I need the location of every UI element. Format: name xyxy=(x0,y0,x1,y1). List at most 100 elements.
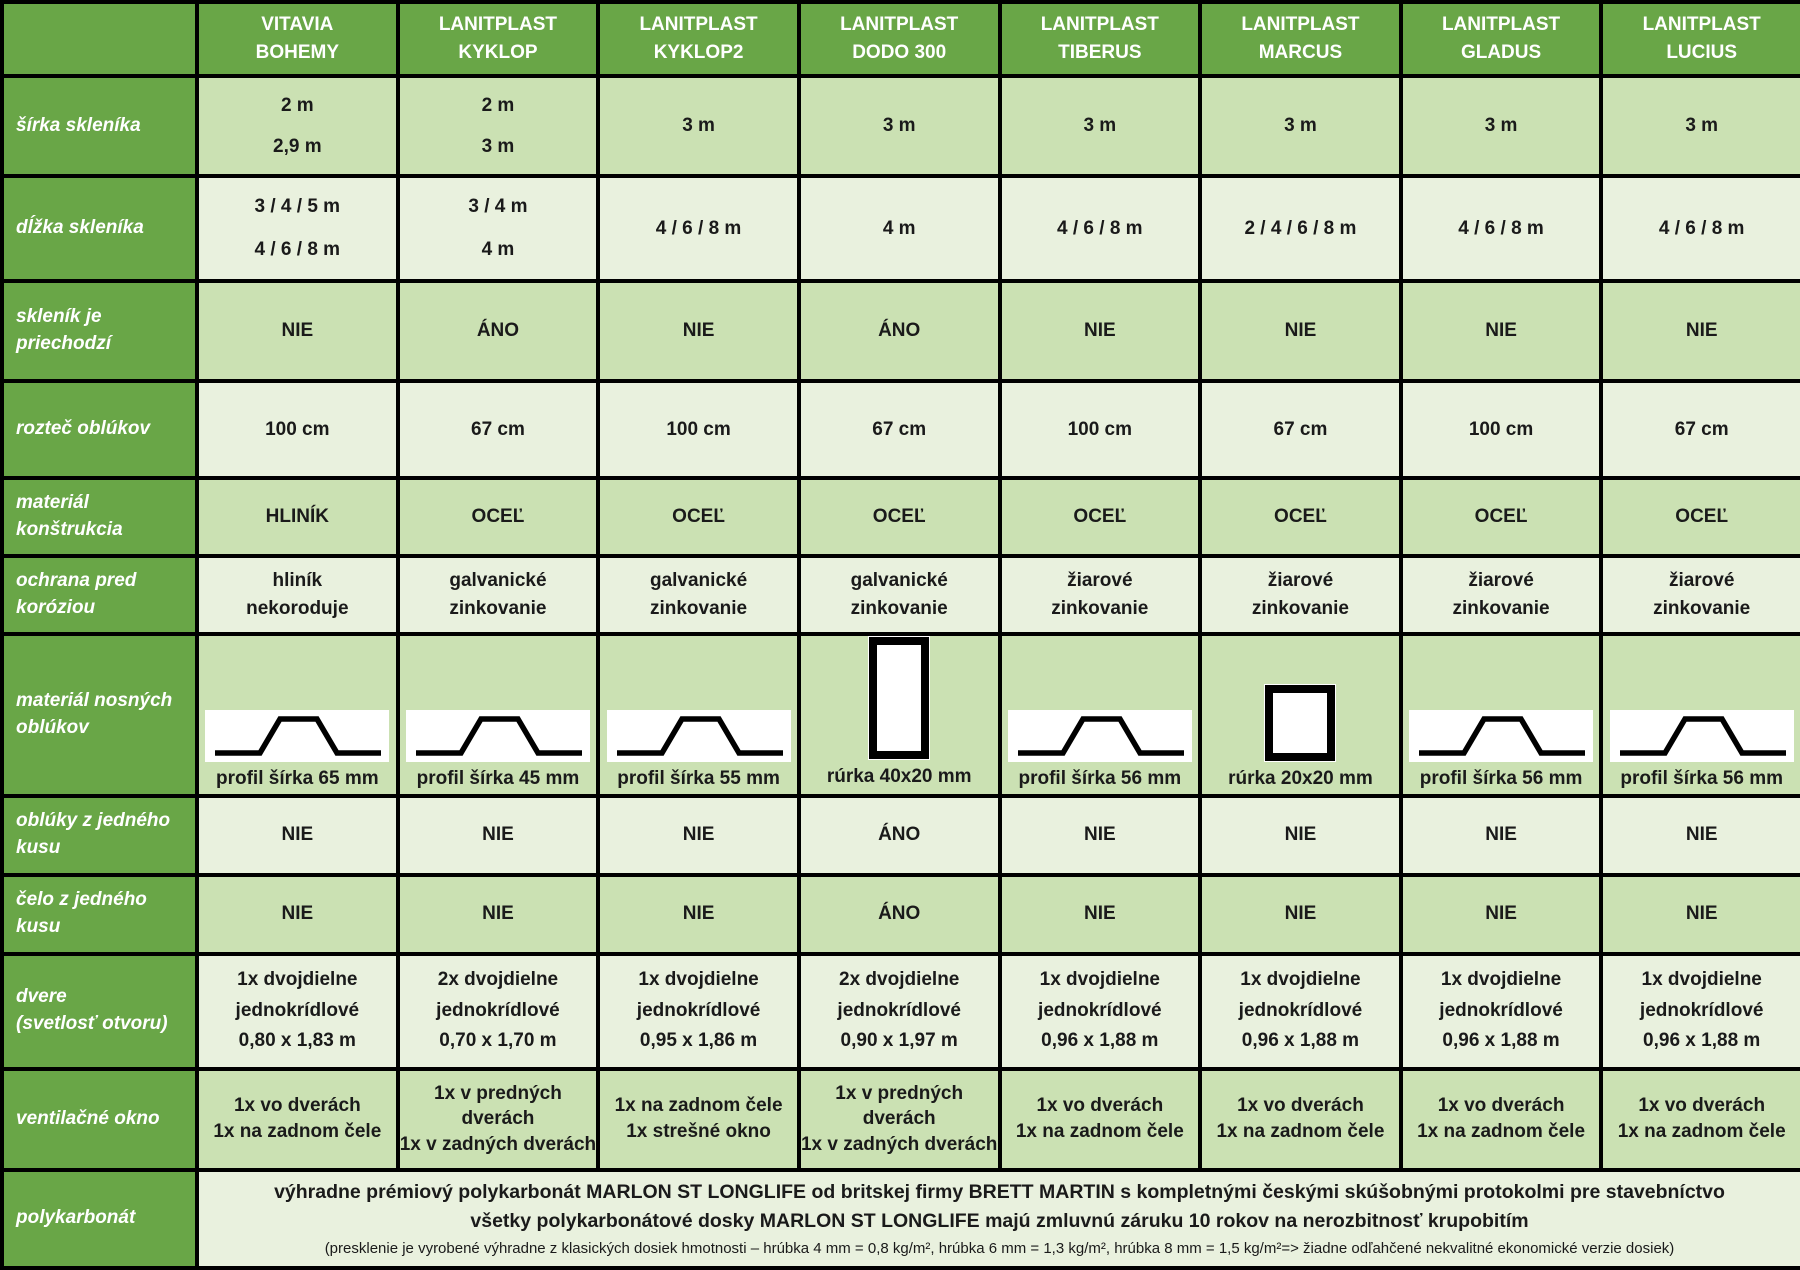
cell-content: rúrka 40x20 mm xyxy=(803,637,996,792)
cell-content: NIE xyxy=(1605,285,1798,377)
cell-content: NIE xyxy=(1003,879,1196,950)
row-label-material-nosnych-oblukov: materiál nosných oblúkov xyxy=(0,632,199,798)
cell-content: 4 / 6 / 8 m xyxy=(1405,180,1598,277)
icon-caption: profil šírka 45 mm xyxy=(416,767,580,789)
cell-line: NIE xyxy=(1485,320,1517,342)
cell-line: 67 cm xyxy=(1674,418,1729,440)
cell-celo-z-jedneho-kusu-lanitplast-dodo-300: ÁNO xyxy=(796,872,1002,956)
table-row-obluky-z-jedneho-kusu: oblúky z jedného kusu NIE NIE NIE ÁNO NIE NIE NI… xyxy=(0,793,1800,877)
cell-line: 1x dvojdielne xyxy=(638,968,759,990)
cell-material-konstrukcia-lanitplast-gladus: OCEĽ xyxy=(1398,476,1604,558)
cell-dvere-svetlost-otvoru-lanitplast-marcus: 1x dvojdielne jednokrídlové 0,96 x 1,88 m xyxy=(1198,951,1403,1071)
cell-content: 3 m xyxy=(1204,80,1397,172)
cell-celo-z-jedneho-kusu-lanitplast-gladus: NIE xyxy=(1398,872,1604,956)
column-header-line: VITAVIA xyxy=(261,13,334,35)
cell-celo-z-jedneho-kusu-lanitplast-lucius: NIE xyxy=(1599,872,1800,956)
cell-obluky-z-jedneho-kusu-lanitplast-tiberus: NIE xyxy=(997,793,1203,877)
cell-line: OCEĽ xyxy=(872,506,926,528)
cell-content: 3 m xyxy=(1405,80,1598,172)
row-label-line: ventilačné okno xyxy=(16,1107,160,1129)
cell-line: jednokrídlové xyxy=(636,999,761,1021)
cell-sirka-sklenika-lanitplast-lucius: 3 m xyxy=(1599,74,1800,178)
cell-line: galvanické xyxy=(850,570,948,592)
cell-content: 2 / 4 / 6 / 8 m xyxy=(1204,180,1397,277)
cell-line: 1x dvojdielne xyxy=(1641,968,1762,990)
cell-ochrana-pred-koroziou-lanitplast-kyklop2: galvanické zinkovanie xyxy=(596,554,801,636)
cell-dlzka-sklenika-vitavia-bohemy: 3 / 4 / 5 m 4 / 6 / 8 m xyxy=(195,174,400,283)
cell-line: OCEĽ xyxy=(1675,506,1729,528)
cell-dvere-svetlost-otvoru-lanitplast-kyklop2: 1x dvojdielne jednokrídlové 0,95 x 1,86 m xyxy=(596,951,801,1071)
table-row-sklenik-je-priechodzi: skleník je priechodzí NIE ÁNO NIE ÁNO NIE NIE NI… xyxy=(0,279,1800,383)
cell-line: 0,96 x 1,88 m xyxy=(1442,1030,1560,1052)
cell-line: NIE xyxy=(1284,903,1317,925)
corner-cell xyxy=(0,0,199,78)
cell-dvere-svetlost-otvoru-vitavia-bohemy: 1x dvojdielne jednokrídlové 0,80 x 1,83 m xyxy=(195,951,400,1071)
cell-content: 4 m xyxy=(803,180,996,277)
cell-content: profil šírka 55 mm xyxy=(602,638,795,792)
cell-content: NIE xyxy=(1605,879,1798,950)
cell-content: 100 cm xyxy=(1003,385,1196,474)
cell-line: 100 cm xyxy=(265,418,330,440)
cell-material-konstrukcia-lanitplast-lucius: OCEĽ xyxy=(1599,476,1800,558)
cell-content: profil šírka 65 mm xyxy=(201,638,394,792)
cell-line: NIE xyxy=(482,903,514,925)
cell-content: 4 / 6 / 8 m xyxy=(1605,180,1798,277)
cell-material-nosnych-oblukov-lanitplast-kyklop: profil šírka 45 mm xyxy=(395,632,601,798)
cell-dlzka-sklenika-lanitplast-tiberus: 4 / 6 / 8 m xyxy=(997,174,1203,283)
cell-line: NIE xyxy=(1685,824,1718,846)
cell-content: 3 m xyxy=(1605,80,1798,172)
cell-line: 4 / 6 / 8 m xyxy=(1057,217,1143,239)
cell-line: 1x v zadných dverách xyxy=(399,1133,597,1155)
cell-content: galvanické zinkovanie xyxy=(803,560,996,630)
cell-content: NIE xyxy=(1204,800,1397,871)
cell-ventilacne-okno-lanitplast-marcus: 1x vo dverách 1x na zadnom čele xyxy=(1198,1066,1403,1172)
cell-line: žiarové xyxy=(1468,570,1534,592)
cell-dlzka-sklenika-lanitplast-marcus: 2 / 4 / 6 / 8 m xyxy=(1198,174,1403,283)
cell-line: OCEĽ xyxy=(672,506,725,528)
cell-sirka-sklenika-lanitplast-marcus: 3 m xyxy=(1198,74,1403,178)
cell-line: 1x vo dverách xyxy=(1437,1095,1565,1117)
cell-line: zinkovanie xyxy=(850,598,948,619)
cell-line: jednokrídlové xyxy=(436,999,560,1021)
cell-line: 3 / 4 / 5 m xyxy=(254,196,341,218)
cell-line: NIE xyxy=(281,824,314,846)
cell-content: 1x vo dverách 1x na zadnom čele xyxy=(1605,1073,1798,1166)
cell-ochrana-pred-koroziou-lanitplast-marcus: žiarové zinkovanie xyxy=(1198,554,1403,636)
cell-material-nosnych-oblukov-lanitplast-marcus: rúrka 20x20 mm xyxy=(1198,632,1403,798)
cell-content: 2 m 2,9 m xyxy=(201,80,394,172)
cell-obluky-z-jedneho-kusu-lanitplast-dodo-300: ÁNO xyxy=(796,793,1002,877)
cell-line: 1x v predných xyxy=(434,1082,562,1104)
table-row-ochrana-pred-koroziou: ochrana pred koróziou hliník nekoroduje galv… xyxy=(0,554,1800,636)
cell-line: 1x dvojdielne xyxy=(237,968,358,990)
cell-line: 3 m xyxy=(882,115,916,137)
cell-line: 100 cm xyxy=(1468,418,1534,440)
cell-line: 3 m xyxy=(481,135,515,157)
cell-content: 100 cm xyxy=(201,385,394,474)
cell-line: 1x na zadnom čele xyxy=(1417,1121,1586,1143)
cell-line: hliník xyxy=(272,570,323,592)
cell-obluky-z-jedneho-kusu-lanitplast-marcus: NIE xyxy=(1198,793,1403,877)
column-header-line: TIBERUS xyxy=(1058,42,1142,63)
cell-line: jednokrídlové xyxy=(837,999,961,1021)
cell-content: 3 / 4 / 5 m 4 / 6 / 8 m xyxy=(201,180,394,277)
cell-line: 3 / 4 m xyxy=(468,196,528,218)
cell-roztec-oblukov-lanitplast-marcus: 67 cm xyxy=(1198,379,1403,480)
cell-content: žiarové zinkovanie xyxy=(1003,560,1196,630)
square-tube-icon xyxy=(1264,683,1337,762)
cell-content: 1x vo dverách 1x na zadnom čele xyxy=(1204,1073,1397,1166)
column-header-line: LANITPLAST xyxy=(438,13,558,35)
cell-line: NIE xyxy=(1485,903,1517,925)
cell-content: ÁNO xyxy=(803,285,996,377)
cell-content: NIE xyxy=(201,879,394,950)
cell-line: 4 / 6 / 8 m xyxy=(1458,217,1544,239)
cell-line: 3 m xyxy=(1484,115,1518,137)
row-label-line: rozteč oblúkov xyxy=(16,418,151,440)
cell-line: NIE xyxy=(1083,320,1116,342)
cell-content: NIE xyxy=(1405,879,1598,950)
column-header-vitavia-bohemy: VITAVIA BOHEMY xyxy=(195,0,400,78)
cell-line: 2 m xyxy=(481,94,515,116)
cell-line: 2x dvojdielne xyxy=(437,968,559,990)
cell-content: 1x vo dverách 1x na zadnom čele xyxy=(201,1073,394,1166)
cell-roztec-oblukov-lanitplast-kyklop: 67 cm xyxy=(395,379,601,480)
